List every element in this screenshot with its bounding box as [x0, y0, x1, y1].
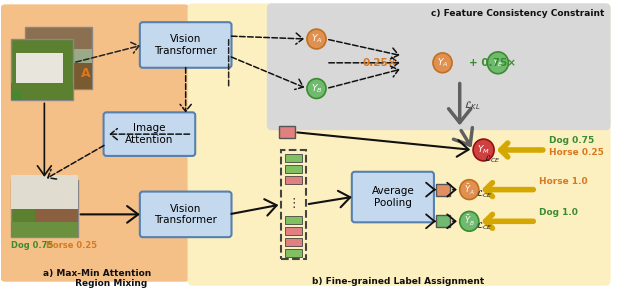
FancyBboxPatch shape — [11, 180, 78, 237]
Text: $\bar{Y}_B$: $\bar{Y}_B$ — [464, 214, 475, 228]
Text: Average
Pooling: Average Pooling — [371, 186, 414, 208]
Circle shape — [307, 79, 326, 99]
Text: $Y_A$: $Y_A$ — [311, 33, 322, 45]
FancyBboxPatch shape — [285, 227, 302, 235]
Text: $\mathcal{L}_{KL}$: $\mathcal{L}_{KL}$ — [463, 99, 480, 112]
FancyBboxPatch shape — [104, 112, 195, 156]
Text: Horse 1.0: Horse 1.0 — [539, 177, 588, 186]
Text: Image
Attention: Image Attention — [125, 123, 173, 145]
FancyBboxPatch shape — [285, 154, 302, 162]
FancyBboxPatch shape — [11, 39, 73, 100]
FancyBboxPatch shape — [285, 176, 302, 184]
Text: $Y_B$: $Y_B$ — [492, 56, 504, 69]
Circle shape — [460, 211, 479, 231]
Text: B: B — [12, 90, 21, 103]
FancyBboxPatch shape — [267, 3, 611, 130]
Text: Dog 0.75: Dog 0.75 — [548, 136, 594, 145]
Text: $\mathcal{L}_{CE}$: $\mathcal{L}_{CE}$ — [484, 154, 500, 165]
Circle shape — [307, 29, 326, 49]
FancyBboxPatch shape — [285, 238, 302, 246]
FancyBboxPatch shape — [11, 222, 78, 237]
Circle shape — [460, 180, 479, 200]
Text: Dog 0.75: Dog 0.75 — [11, 241, 56, 249]
Text: $Y_A$: $Y_A$ — [437, 56, 448, 69]
Circle shape — [433, 53, 452, 73]
Text: + 0.75×: + 0.75× — [469, 58, 516, 68]
Text: $\mathcal{L}_{CE}$: $\mathcal{L}_{CE}$ — [476, 220, 493, 232]
FancyBboxPatch shape — [140, 192, 232, 237]
FancyBboxPatch shape — [140, 22, 232, 68]
FancyBboxPatch shape — [35, 209, 78, 234]
Circle shape — [488, 52, 508, 74]
FancyBboxPatch shape — [25, 27, 92, 89]
Text: A: A — [81, 67, 90, 80]
FancyBboxPatch shape — [11, 83, 73, 100]
FancyBboxPatch shape — [188, 3, 611, 286]
FancyBboxPatch shape — [11, 175, 78, 209]
FancyBboxPatch shape — [285, 165, 302, 173]
Text: ⋮: ⋮ — [287, 197, 300, 210]
Text: c) Feature Consistency Constraint: c) Feature Consistency Constraint — [431, 9, 604, 18]
FancyBboxPatch shape — [25, 49, 92, 89]
Text: $\bar{Y}_A$: $\bar{Y}_A$ — [464, 182, 475, 197]
FancyBboxPatch shape — [279, 126, 294, 138]
FancyBboxPatch shape — [25, 49, 92, 63]
Text: Vision
Transformer: Vision Transformer — [154, 34, 217, 56]
FancyBboxPatch shape — [436, 184, 450, 195]
Text: b) Fine-grained Label Assignment: b) Fine-grained Label Assignment — [312, 277, 484, 286]
Text: 0.25×: 0.25× — [362, 58, 397, 68]
FancyBboxPatch shape — [1, 4, 189, 282]
FancyBboxPatch shape — [16, 53, 63, 97]
FancyBboxPatch shape — [285, 216, 302, 224]
Circle shape — [473, 139, 494, 161]
Text: Vision
Transformer: Vision Transformer — [154, 203, 217, 225]
Text: Dog 1.0: Dog 1.0 — [539, 208, 578, 217]
Text: $\mathcal{L}_{CE}$: $\mathcal{L}_{CE}$ — [476, 189, 493, 200]
Text: $Y_B$: $Y_B$ — [311, 82, 322, 95]
FancyBboxPatch shape — [285, 249, 302, 257]
Text: Horse 0.25: Horse 0.25 — [548, 148, 604, 157]
Text: $Y_M$: $Y_M$ — [477, 144, 490, 156]
FancyBboxPatch shape — [352, 172, 434, 222]
Text: Horse 0.25: Horse 0.25 — [46, 241, 97, 249]
FancyBboxPatch shape — [436, 215, 450, 227]
Text: a) Max-Min Attention
         Region Mixing: a) Max-Min Attention Region Mixing — [43, 269, 151, 288]
